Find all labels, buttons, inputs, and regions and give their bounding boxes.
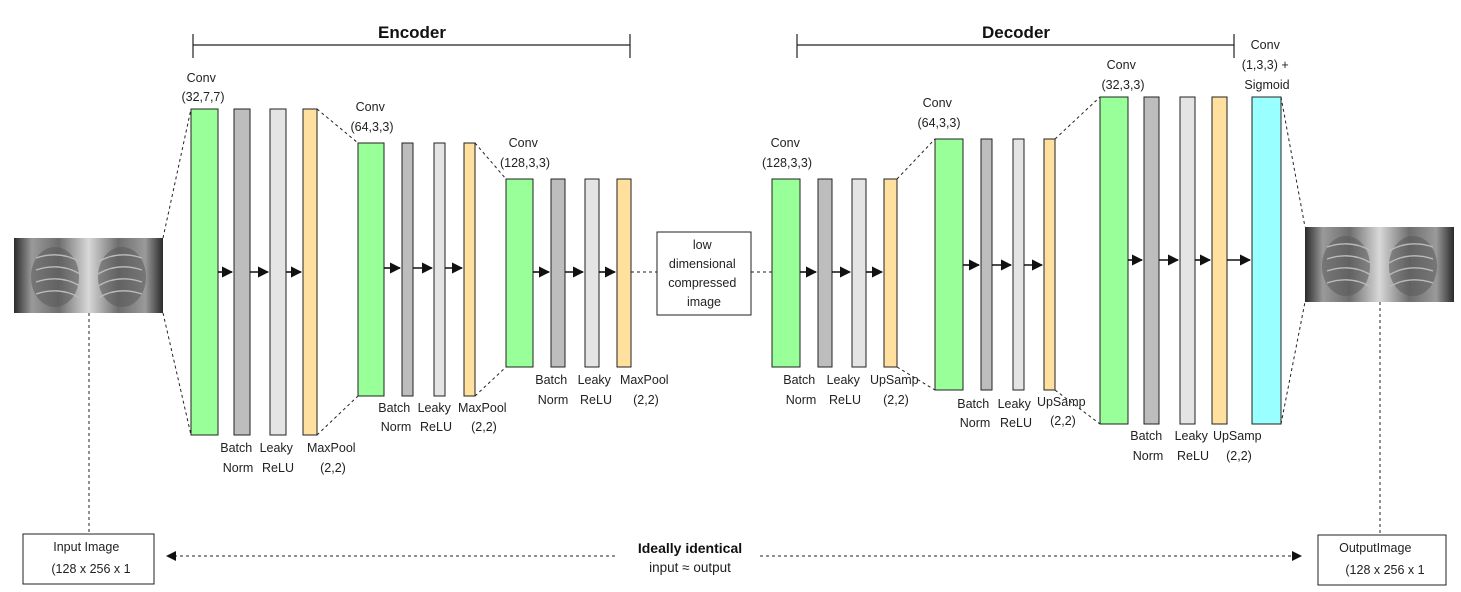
input-xray-image <box>14 238 163 313</box>
final-conv-label: Conv (1,3,3) + Sigmoid <box>1242 38 1292 92</box>
conv-label: Conv (64,3,3) <box>350 100 393 134</box>
upsamp-label: UpSamp (2,2) <box>870 373 922 407</box>
conv-label: Conv (32,7,7) <box>181 71 224 104</box>
leaky-relu-layer <box>1012 138 1025 391</box>
maxpool-label: MaxPool (2,2) <box>307 441 359 475</box>
batchnorm-label: Batch Norm <box>535 373 570 407</box>
encoder-block-1: Conv (32,7,7) Batch Norm Leaky ReLU MaxP… <box>181 71 359 475</box>
comparison-subtitle: input ≈ output <box>649 560 731 575</box>
conv-layer <box>505 178 534 368</box>
leaky-relu-label: Leaky ReLU <box>1175 429 1212 463</box>
maxpool-label: MaxPool (2,2) <box>458 401 510 434</box>
input-image-label: Input Image (128 x 256 x 1 <box>51 540 130 576</box>
encoder-block-3: Conv (128,3,3) Batch Norm Leaky ReLU Max… <box>500 136 672 407</box>
upsamp-layer <box>1211 96 1228 425</box>
upsamp-layer <box>883 178 898 368</box>
conv-layer <box>357 142 385 397</box>
output-image-box: OutputImage (128 x 256 x 1 <box>1317 534 1447 586</box>
leaky-relu-layer <box>851 178 867 368</box>
conv-layer <box>1099 96 1129 425</box>
encoder-title: Encoder <box>378 23 446 42</box>
batchnorm-layer <box>980 138 993 391</box>
conv-layer <box>771 178 801 368</box>
batchnorm-layer <box>550 178 566 368</box>
leaky-relu-label: Leaky ReLU <box>578 373 615 407</box>
conv-layer <box>190 108 219 436</box>
maxpool-layer <box>302 108 318 436</box>
upsamp-layer <box>1043 138 1056 391</box>
batchnorm-label: Batch Norm <box>957 397 992 430</box>
batchnorm-layer <box>817 178 833 368</box>
batchnorm-label: Batch Norm <box>783 373 818 407</box>
funnel-connectors <box>88 96 1381 535</box>
comparison-title: Ideally identical <box>638 540 742 556</box>
decoder-block-1: Conv (128,3,3) Batch Norm Leaky ReLU UpS… <box>762 136 922 407</box>
upsamp-label: UpSamp (2,2) <box>1213 429 1265 463</box>
encoder-bracket <box>192 34 631 58</box>
conv-label: Conv (128,3,3) <box>500 136 550 170</box>
leaky-relu-label: Leaky ReLU <box>827 373 864 407</box>
conv-label: Conv (64,3,3) <box>917 96 960 130</box>
batchnorm-layer <box>1143 96 1160 425</box>
conv-label: Conv (128,3,3) <box>762 136 812 170</box>
output-image-label: OutputImage (128 x 256 x 1 <box>1339 541 1425 577</box>
maxpool-layer <box>616 178 632 368</box>
comparison-arrow <box>166 551 1302 561</box>
leaky-relu-layer <box>433 142 446 397</box>
leaky-relu-label: Leaky ReLU <box>418 401 455 434</box>
leaky-relu-layer <box>584 178 600 368</box>
decoder-block-2: Conv (64,3,3) Batch Norm Leaky ReLU UpSa… <box>917 96 1089 430</box>
batchnorm-label: Batch Norm <box>378 401 413 434</box>
conv-label: Conv (32,3,3) <box>1101 58 1144 92</box>
conv-layer <box>934 138 964 391</box>
leaky-relu-label: Leaky ReLU <box>260 441 297 475</box>
bottleneck-box: low dimensional compressed image <box>656 231 752 316</box>
final-conv-sigmoid-layer <box>1251 96 1282 425</box>
decoder-bracket <box>796 34 1235 58</box>
batchnorm-label: Batch Norm <box>1130 429 1165 463</box>
maxpool-layer <box>463 142 476 397</box>
decoder-title: Decoder <box>982 23 1050 42</box>
output-xray-image <box>1305 227 1454 302</box>
leaky-relu-layer <box>1179 96 1196 425</box>
leaky-relu-label: Leaky ReLU <box>998 397 1035 430</box>
batchnorm-label: Batch Norm <box>220 441 255 475</box>
decoder-block-3: Conv (32,3,3) Batch Norm Leaky ReLU UpSa… <box>1099 38 1292 463</box>
encoder-block-2: Conv (64,3,3) Batch Norm Leaky ReLU MaxP… <box>350 100 510 434</box>
maxpool-label: MaxPool (2,2) <box>620 373 672 407</box>
batchnorm-layer <box>233 108 251 436</box>
input-image-box: Input Image (128 x 256 x 1 <box>22 533 155 585</box>
upsamp-label: UpSamp (2,2) <box>1037 395 1089 428</box>
batchnorm-layer <box>401 142 414 397</box>
bottleneck-label: low dimensional compressed image <box>668 238 740 309</box>
leaky-relu-layer <box>269 108 287 436</box>
